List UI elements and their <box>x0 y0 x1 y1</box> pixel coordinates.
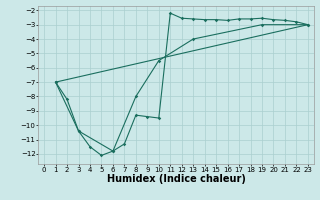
X-axis label: Humidex (Indice chaleur): Humidex (Indice chaleur) <box>107 174 245 184</box>
